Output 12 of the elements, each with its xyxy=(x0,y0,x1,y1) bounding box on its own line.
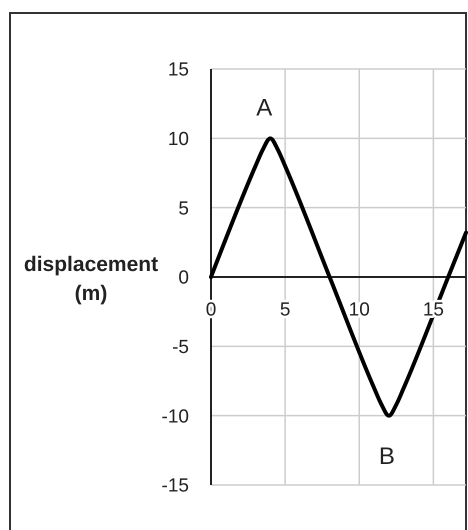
y-tick-label: 15 xyxy=(168,60,189,81)
x-tick-label: 10 xyxy=(348,300,370,321)
y-tick-label: -15 xyxy=(162,476,189,497)
y-tick-label: -10 xyxy=(162,406,189,428)
y-tick-label: 0 xyxy=(178,268,189,289)
y-axis-title: displacement (m) xyxy=(24,253,158,305)
y-tick-label: 10 xyxy=(168,128,189,150)
annotation: B xyxy=(378,443,395,470)
x-tick-label: 5 xyxy=(280,300,290,321)
y-tick-label: 5 xyxy=(178,198,189,220)
annotation: A xyxy=(256,94,272,122)
y-tick-label: -5 xyxy=(172,336,189,358)
